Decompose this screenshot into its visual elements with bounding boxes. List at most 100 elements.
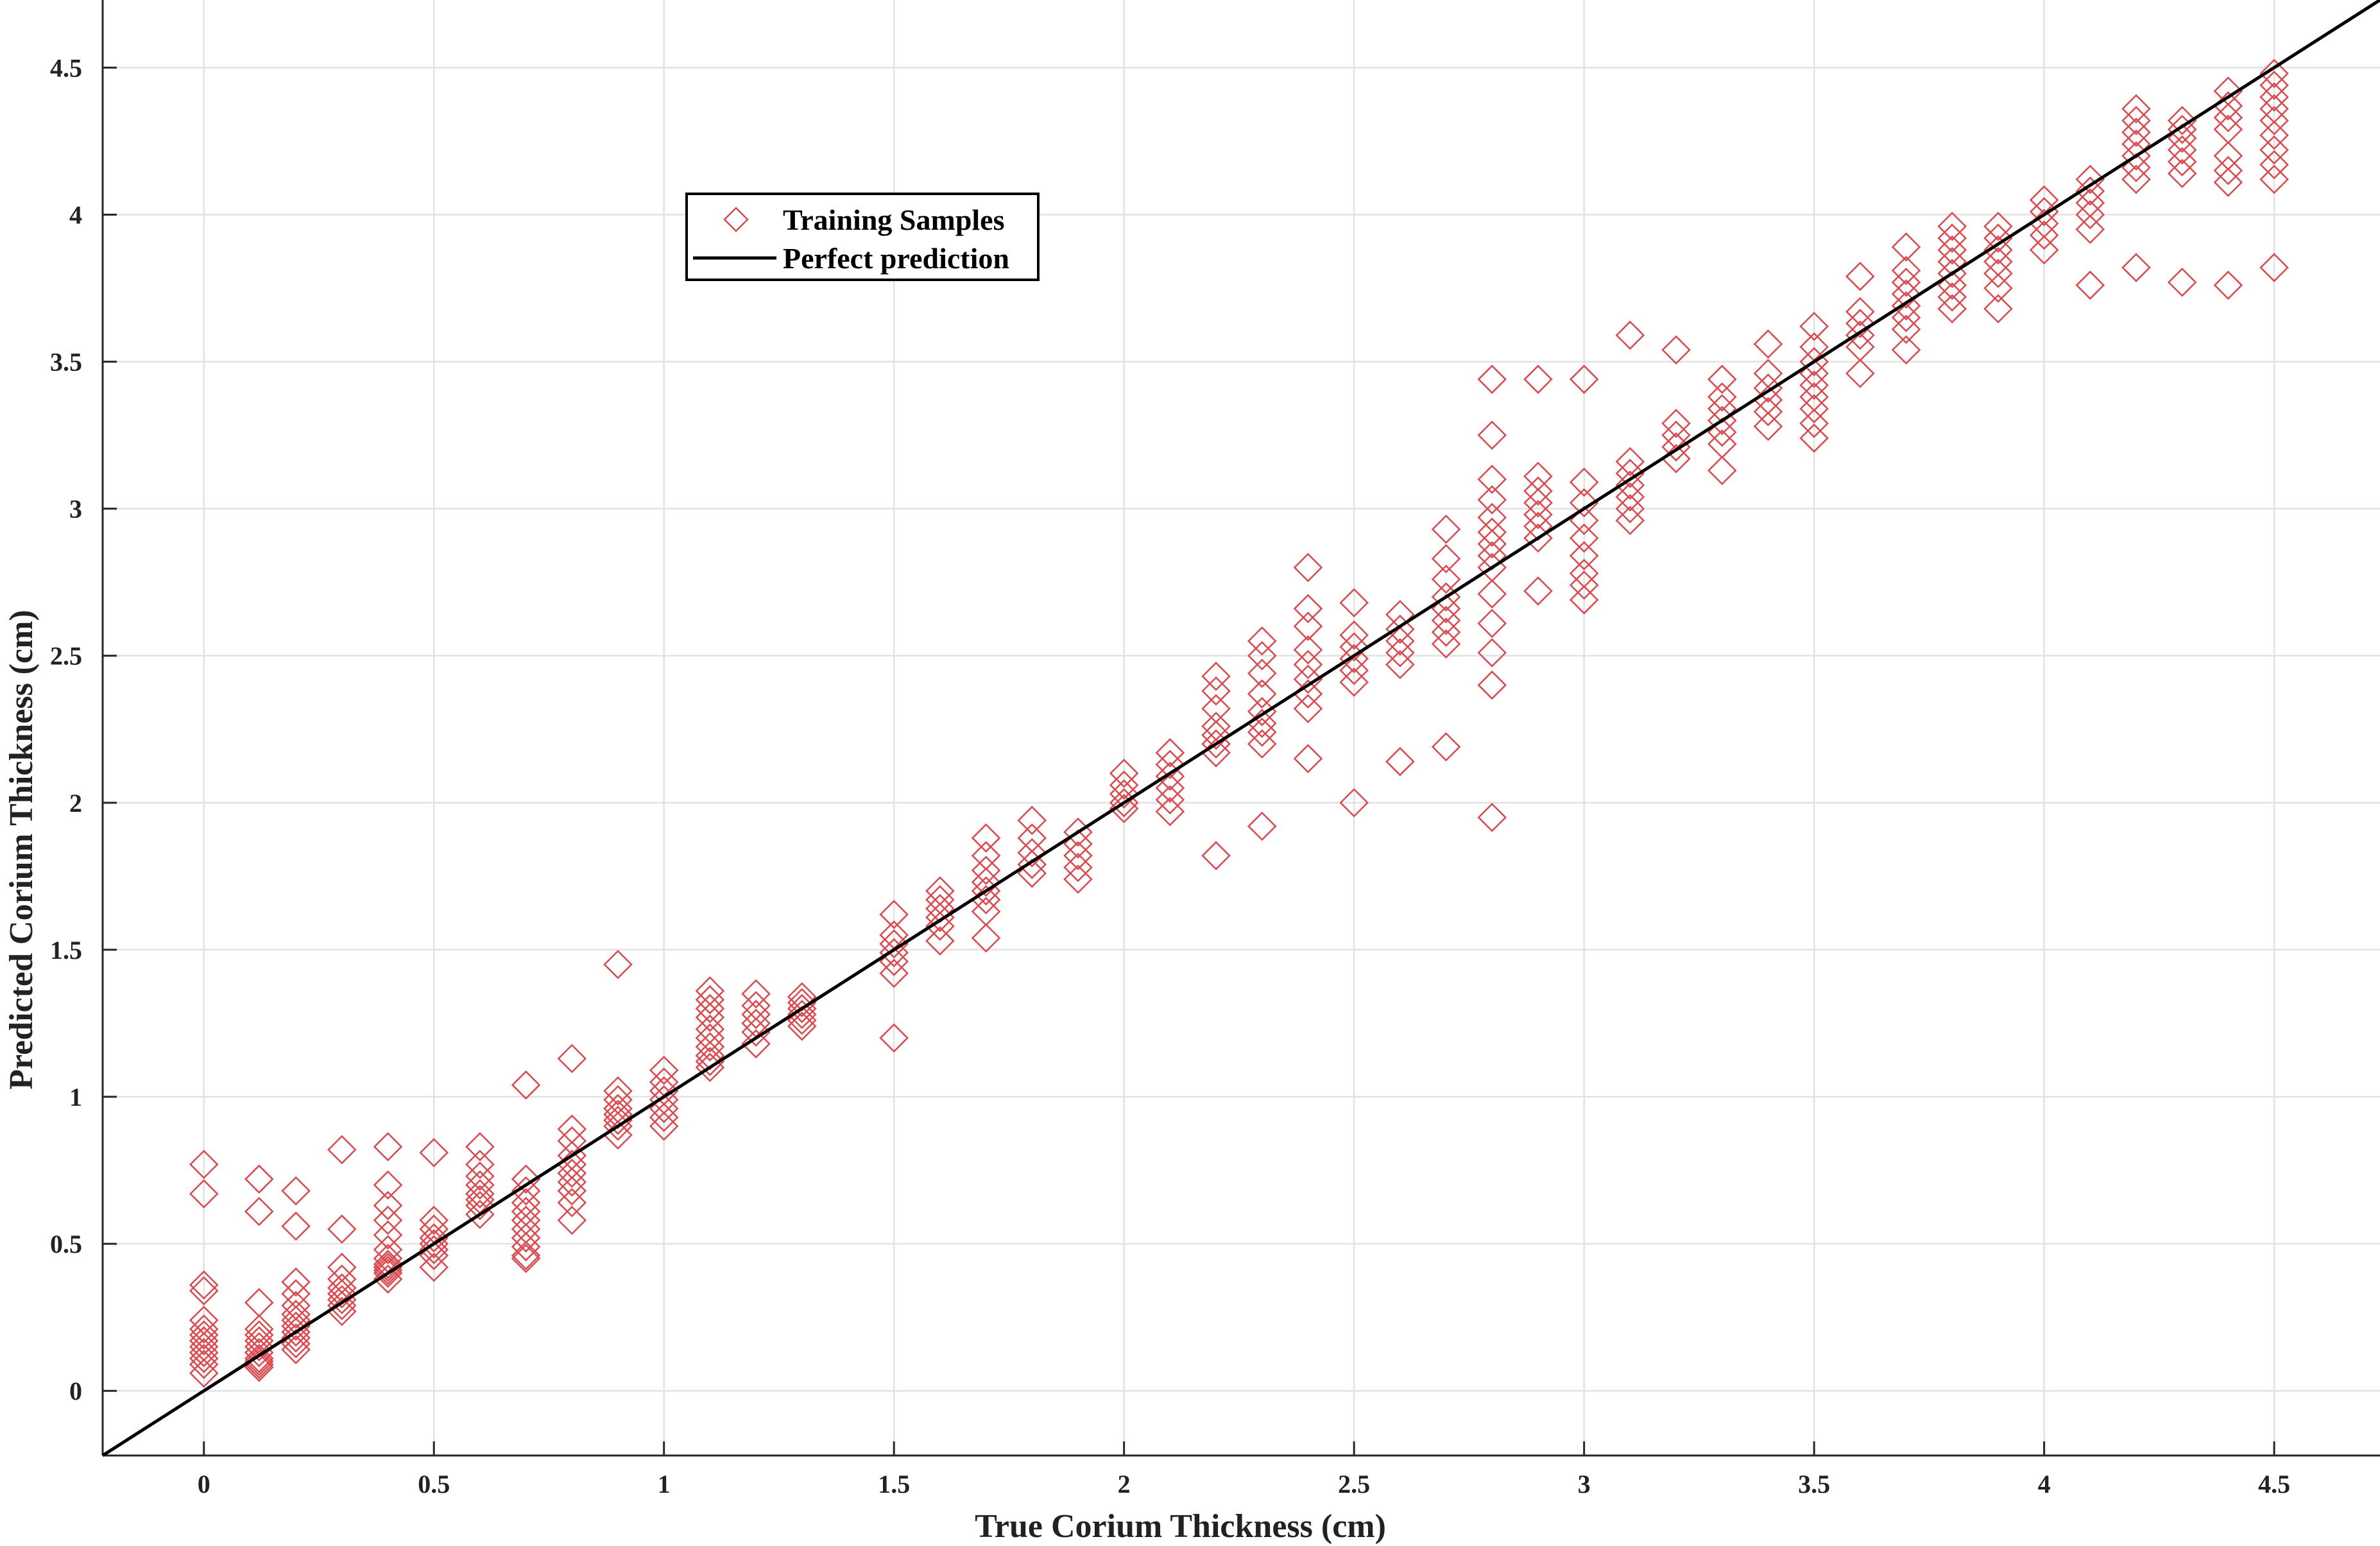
training-sample-point bbox=[971, 867, 1001, 897]
training-sample-point bbox=[2121, 253, 2151, 282]
training-sample-point bbox=[2121, 94, 2151, 124]
training-sample-point bbox=[1891, 279, 1921, 309]
training-sample-point bbox=[1983, 223, 2013, 253]
training-sample-point bbox=[1615, 458, 1645, 488]
training-sample-point bbox=[1477, 608, 1507, 639]
training-sample-point bbox=[1339, 655, 1369, 685]
training-sample-point bbox=[189, 1149, 219, 1180]
training-sample-point bbox=[925, 885, 955, 915]
y-tick-label-2: 1 bbox=[69, 1083, 82, 1112]
training-sample-point bbox=[1201, 720, 1231, 750]
training-sample-point bbox=[244, 1287, 274, 1318]
training-sample-point bbox=[2029, 235, 2059, 265]
training-sample-point bbox=[1477, 420, 1507, 450]
training-sample-point bbox=[2167, 268, 2197, 297]
training-sample-point bbox=[1201, 662, 1231, 691]
training-sample-point bbox=[1569, 488, 1599, 518]
training-sample-point bbox=[1293, 635, 1323, 665]
training-sample-point bbox=[1063, 841, 1093, 871]
training-sample-point bbox=[1799, 394, 1829, 424]
training-sample-point bbox=[1799, 370, 1829, 400]
training-sample-point bbox=[189, 1320, 219, 1350]
training-sample-point bbox=[1247, 626, 1277, 656]
training-sample-point bbox=[1155, 796, 1185, 827]
training-sample-point bbox=[1155, 750, 1185, 780]
training-sample-point bbox=[2213, 167, 2243, 197]
training-sample-point bbox=[1339, 632, 1369, 662]
training-sample-point bbox=[879, 900, 909, 929]
legend: Training Samples Perfect prediction bbox=[685, 193, 1040, 281]
training-sample-point bbox=[281, 1211, 311, 1241]
axes-frame bbox=[101, 0, 2380, 1457]
tick-labels-layer: 0 0.5 1 1.5 2 2.5 3 3.5 4 4.5 0 0.5 1 1.5 2 2.5 3 3.5 4 4.5 bbox=[50, 53, 2290, 1499]
training-sample-point bbox=[1753, 397, 1783, 427]
training-sample-point bbox=[741, 999, 771, 1029]
training-sample-point bbox=[2075, 176, 2105, 206]
training-sample-point bbox=[327, 1264, 357, 1294]
training-sample-point bbox=[1017, 823, 1047, 853]
training-sample-point bbox=[649, 1103, 679, 1132]
training-sample-point bbox=[1109, 770, 1139, 800]
training-sample-point bbox=[1477, 465, 1507, 494]
training-sample-point bbox=[281, 1176, 311, 1206]
training-sample-point bbox=[1477, 579, 1507, 609]
training-sample-point bbox=[695, 1014, 725, 1044]
training-sample-point bbox=[1753, 359, 1783, 388]
training-sample-point bbox=[2075, 200, 2105, 230]
training-sample-point bbox=[1431, 564, 1461, 594]
y-tick-label-0: 0 bbox=[69, 1377, 82, 1405]
training-sample-point bbox=[2259, 164, 2289, 194]
training-sample-point bbox=[1293, 744, 1323, 773]
training-sample-point bbox=[557, 1167, 587, 1197]
training-sample-point bbox=[1247, 811, 1277, 841]
perfect-prediction-line bbox=[101, 0, 2380, 1457]
training-sample-point bbox=[373, 1250, 403, 1279]
training-sample-point bbox=[1937, 235, 1967, 265]
training-sample-point bbox=[1891, 268, 1921, 297]
training-sample-point bbox=[1983, 273, 2013, 303]
training-sample-point bbox=[281, 1279, 311, 1309]
x-tick-label-5: 2.5 bbox=[1338, 1470, 1370, 1499]
training-sample-point bbox=[1615, 447, 1645, 477]
training-sample-point bbox=[603, 950, 633, 979]
training-sample-point bbox=[1017, 850, 1047, 879]
training-sample-point bbox=[281, 1300, 311, 1329]
y-tick-label-1: 0.5 bbox=[50, 1230, 82, 1258]
training-sample-point bbox=[557, 1176, 587, 1206]
training-sample-point bbox=[2075, 164, 2105, 194]
training-sample-point bbox=[1937, 282, 1967, 312]
training-sample-point bbox=[244, 1332, 274, 1362]
training-sample-point bbox=[189, 1314, 219, 1344]
training-sample-point bbox=[281, 1335, 311, 1364]
training-sample-point bbox=[244, 1196, 274, 1226]
training-sample-point bbox=[1017, 859, 1047, 888]
training-sample-point bbox=[1431, 629, 1461, 659]
training-sample-point bbox=[1477, 485, 1507, 515]
training-sample-point bbox=[511, 1223, 541, 1253]
training-sample-point bbox=[465, 1190, 495, 1221]
training-sample-point bbox=[879, 1023, 909, 1053]
training-sample-point bbox=[1937, 212, 1967, 241]
training-sample-point bbox=[1891, 232, 1921, 262]
training-sample-point bbox=[1523, 488, 1553, 518]
training-sample-point bbox=[1431, 605, 1461, 635]
training-sample-point bbox=[1109, 794, 1139, 823]
training-sample-point bbox=[695, 1002, 725, 1033]
training-sample-point bbox=[695, 1032, 725, 1061]
training-sample-point bbox=[2213, 270, 2243, 300]
training-sample-point bbox=[741, 1029, 771, 1059]
training-sample-point bbox=[189, 1358, 219, 1388]
training-sample-point bbox=[1339, 588, 1369, 618]
training-sample-point bbox=[2259, 135, 2289, 165]
y-axis-title: Predicted Corium Thickness (cm) bbox=[3, 610, 40, 1090]
training-sample-point bbox=[1385, 626, 1415, 656]
training-sample-point bbox=[1385, 614, 1415, 644]
training-sample-point bbox=[2029, 220, 2059, 250]
training-sample-point bbox=[1569, 523, 1599, 553]
training-sample-point bbox=[557, 1158, 587, 1188]
training-sample-point bbox=[1201, 711, 1231, 741]
x-tick-label-8: 4 bbox=[2038, 1470, 2051, 1499]
training-sample-point bbox=[1293, 553, 1323, 583]
training-sample-point bbox=[557, 1205, 587, 1235]
training-sample-point bbox=[419, 1138, 449, 1167]
